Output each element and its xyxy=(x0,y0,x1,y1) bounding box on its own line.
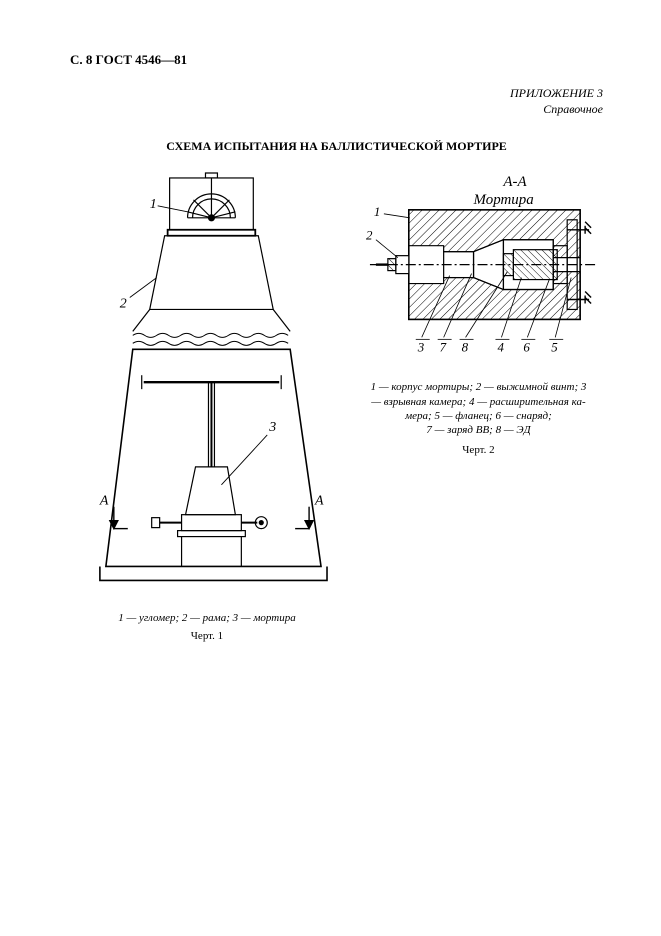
figure-2-label: Черт. 2 xyxy=(354,444,603,456)
figure-2-caption: 1 — корпус мортиры; 2 — выжимной винт; 3… xyxy=(354,380,603,437)
fig2-leader-4: 4 xyxy=(497,339,504,354)
fig2-section-label: А-А xyxy=(502,174,527,190)
fig2-cap-l1: 1 — корпус мортиры; 2 — выжимной винт; 3 xyxy=(371,381,587,393)
figure-1-label: Черт. 1 xyxy=(70,630,344,642)
figure-2-svg: А-А Мортира xyxy=(354,168,603,367)
fig1-leader-2: 2 xyxy=(120,297,127,312)
appendix-type: Справочное xyxy=(543,102,603,116)
fig2-cap-l4: 7 — заряд ВВ; 8 — ЭД xyxy=(426,424,530,436)
appendix-block: ПРИЛОЖЕНИЕ 3 Справочное xyxy=(70,86,603,117)
fig2-mortar-label: Мортира xyxy=(472,192,533,208)
fig1-section-A-left: A xyxy=(99,494,109,509)
fig2-cap-l2: — взрывная камера; 4 — расширительная ка… xyxy=(371,396,585,408)
fig2-leader-1: 1 xyxy=(374,204,380,219)
fig1-leader-3: 3 xyxy=(268,420,276,435)
fig2-cap-l3: мера; 5 — фланец; 6 — снаряд; xyxy=(405,410,552,422)
page-header: С. 8 ГОСТ 4546—81 xyxy=(70,52,603,68)
page-title: СХЕМА ИСПЫТАНИЯ НА БАЛЛИСТИЧЕСКОЙ МОРТИР… xyxy=(70,139,603,154)
figure-1: 1 2 3 A A 1 — угломер; 2 — рама; 3 — мор… xyxy=(70,168,344,641)
figure-1-caption: 1 — угломер; 2 — рама; 3 — мортира xyxy=(70,612,344,624)
fig1-leader-1: 1 xyxy=(150,197,157,212)
fig2-leader-3: 3 xyxy=(417,339,425,354)
fig1-section-A-right: A xyxy=(314,494,324,509)
figure-2: А-А Мортира xyxy=(354,168,603,455)
appendix-num: ПРИЛОЖЕНИЕ 3 xyxy=(510,86,603,100)
fig2-leader-5: 5 xyxy=(551,339,558,354)
fig2-leader-2: 2 xyxy=(366,228,373,243)
fig2-leader-8: 8 xyxy=(462,339,469,354)
figure-1-svg: 1 2 3 A A xyxy=(70,168,344,596)
fig2-leader-6: 6 xyxy=(523,339,530,354)
fig2-leader-7: 7 xyxy=(440,339,447,354)
